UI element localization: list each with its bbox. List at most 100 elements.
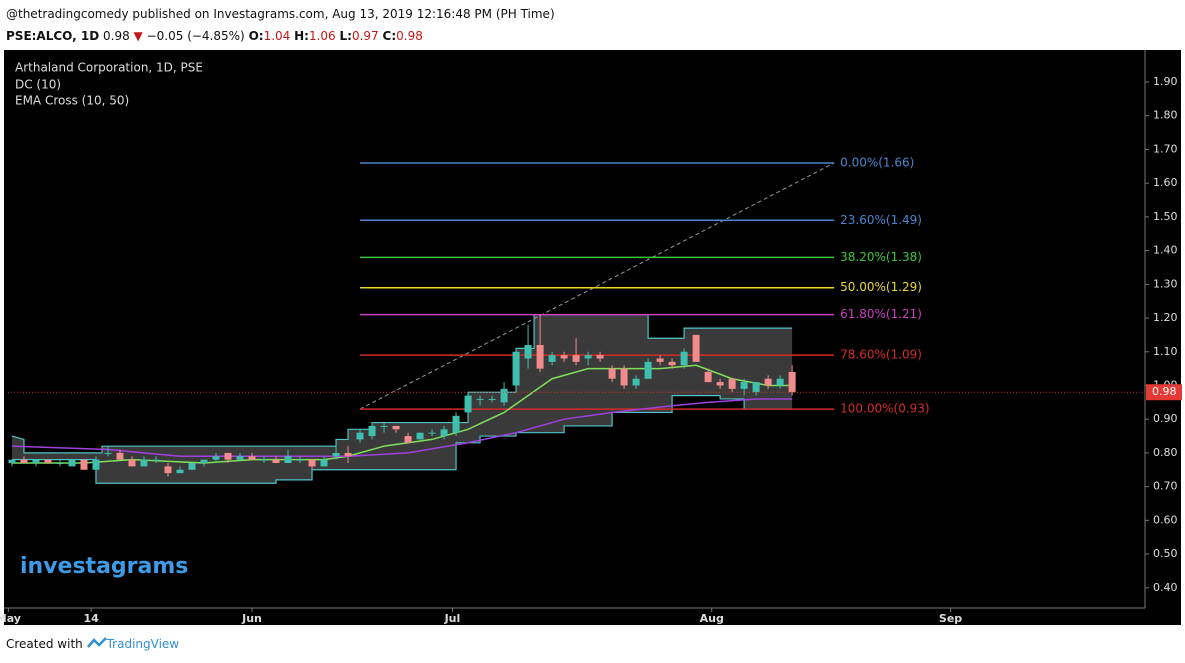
candle-body <box>332 452 340 457</box>
candle-body <box>344 452 352 457</box>
y-tick-label: 0.60 <box>1153 513 1178 526</box>
candle-body <box>392 425 400 430</box>
y-tick-label: 1.80 <box>1153 109 1178 122</box>
candle-body <box>104 452 112 454</box>
candle-body <box>368 425 376 437</box>
candle-body <box>320 459 328 467</box>
candle-body <box>356 432 364 440</box>
candle-body <box>728 378 736 389</box>
candle-body <box>788 371 796 393</box>
candle-body <box>620 368 628 386</box>
last: 0.98 <box>103 29 130 43</box>
tv-logo <box>86 637 107 648</box>
candle-body <box>296 459 304 461</box>
fib-label: 61.80%(1.21) <box>840 307 922 321</box>
candle-body <box>152 459 160 461</box>
candle-body <box>512 351 520 386</box>
arrow: ▼ <box>133 29 143 43</box>
candle-body <box>476 398 484 400</box>
c: 0.98 <box>396 29 423 43</box>
candle-body <box>752 382 760 393</box>
candle-body <box>284 456 292 464</box>
candle-body <box>704 371 712 383</box>
watermark: investagrams <box>20 554 188 579</box>
candle-body <box>692 334 700 362</box>
fib-label: 78.60%(1.09) <box>840 348 922 362</box>
candle-body <box>20 459 28 464</box>
candle-body <box>92 459 100 470</box>
ema-line <box>11 364 793 464</box>
y-tick-label: 1.90 <box>1153 75 1178 88</box>
candle-body <box>440 429 448 437</box>
brand: TradingView <box>106 637 180 651</box>
candle-body <box>656 358 664 362</box>
y-tick-label: 1.30 <box>1153 277 1178 290</box>
y-tick-label: 0.50 <box>1153 547 1178 560</box>
candle-body <box>116 452 124 460</box>
candle-body <box>596 355 604 359</box>
candle-body <box>56 463 64 465</box>
publisher: @thetradingcomedy published on Investagr… <box>6 7 555 21</box>
ohlc-header: PSE:ALCO, 1D 0.98 ▼ −0.05 (−4.85%) O:1.0… <box>6 29 423 43</box>
x-tick-label: Aug <box>700 612 724 625</box>
candle-body <box>452 415 460 433</box>
y-tick-label: 0.70 <box>1153 480 1178 493</box>
candle-body <box>308 459 316 467</box>
footer: Created with TradingView <box>6 637 179 651</box>
candle-body <box>524 345 532 359</box>
x-tick-label: 14 <box>84 612 100 625</box>
x-tick-label: Sep <box>939 612 962 625</box>
y-tick-label: 0.90 <box>1153 412 1178 425</box>
legend-title: Arthaland Corporation, 1D, PSE <box>15 61 203 75</box>
candle-body <box>224 452 232 460</box>
candle-body <box>716 382 724 386</box>
candle-body <box>404 436 412 443</box>
fib-label: 50.00%(1.29) <box>840 280 922 294</box>
candle-body <box>536 345 544 369</box>
y-tick-label: 1.50 <box>1153 210 1178 223</box>
y-tick-label: 1.40 <box>1153 244 1178 257</box>
last-price-label: 0.98 <box>1152 385 1177 398</box>
candle-body <box>584 355 592 359</box>
candle-body <box>140 459 148 467</box>
candle-body <box>632 378 640 386</box>
candle-body <box>764 378 772 386</box>
candle-body <box>776 378 784 386</box>
candle-body <box>80 459 88 470</box>
fib-label: 0.00%(1.66) <box>840 155 914 169</box>
candle-body <box>488 398 496 400</box>
candle-body <box>32 459 40 464</box>
x-tick-label: Jul <box>444 612 461 625</box>
y-tick-label: 1.60 <box>1153 176 1178 189</box>
candle-body <box>248 456 256 460</box>
candle-body <box>8 459 16 464</box>
candle-body <box>740 382 748 389</box>
ema-line <box>11 398 793 458</box>
last-price-badge <box>1146 384 1182 401</box>
fib-label: 38.20%(1.38) <box>840 250 922 264</box>
candle-body <box>416 432 424 440</box>
x-tick-label: May <box>0 612 21 625</box>
candle-body <box>644 361 652 379</box>
c-label: C: <box>382 29 397 43</box>
candle-body <box>668 361 676 366</box>
candle-body <box>44 459 52 464</box>
change: −0.05 (−4.85%) <box>146 29 245 43</box>
candle-body <box>560 355 568 359</box>
y-tick-label: 0.40 <box>1153 581 1178 594</box>
candle-body <box>212 456 220 460</box>
o: 1.04 <box>263 29 291 43</box>
candle-body <box>680 351 688 366</box>
l: 0.97 <box>351 29 379 43</box>
h-label: H: <box>294 29 309 43</box>
channel-line <box>11 394 793 484</box>
y-tick-label: 0.80 <box>1153 446 1178 459</box>
candle-body <box>68 459 76 467</box>
y-tick-label: 1.70 <box>1153 142 1178 155</box>
candle-body <box>236 456 244 460</box>
y-tick-label: 1.20 <box>1153 311 1178 324</box>
chart: Arthaland Corporation, 1D, PSE DC (10) E… <box>0 50 1182 625</box>
fib-label: 100.00%(0.93) <box>840 402 929 416</box>
candle-body <box>608 368 616 379</box>
